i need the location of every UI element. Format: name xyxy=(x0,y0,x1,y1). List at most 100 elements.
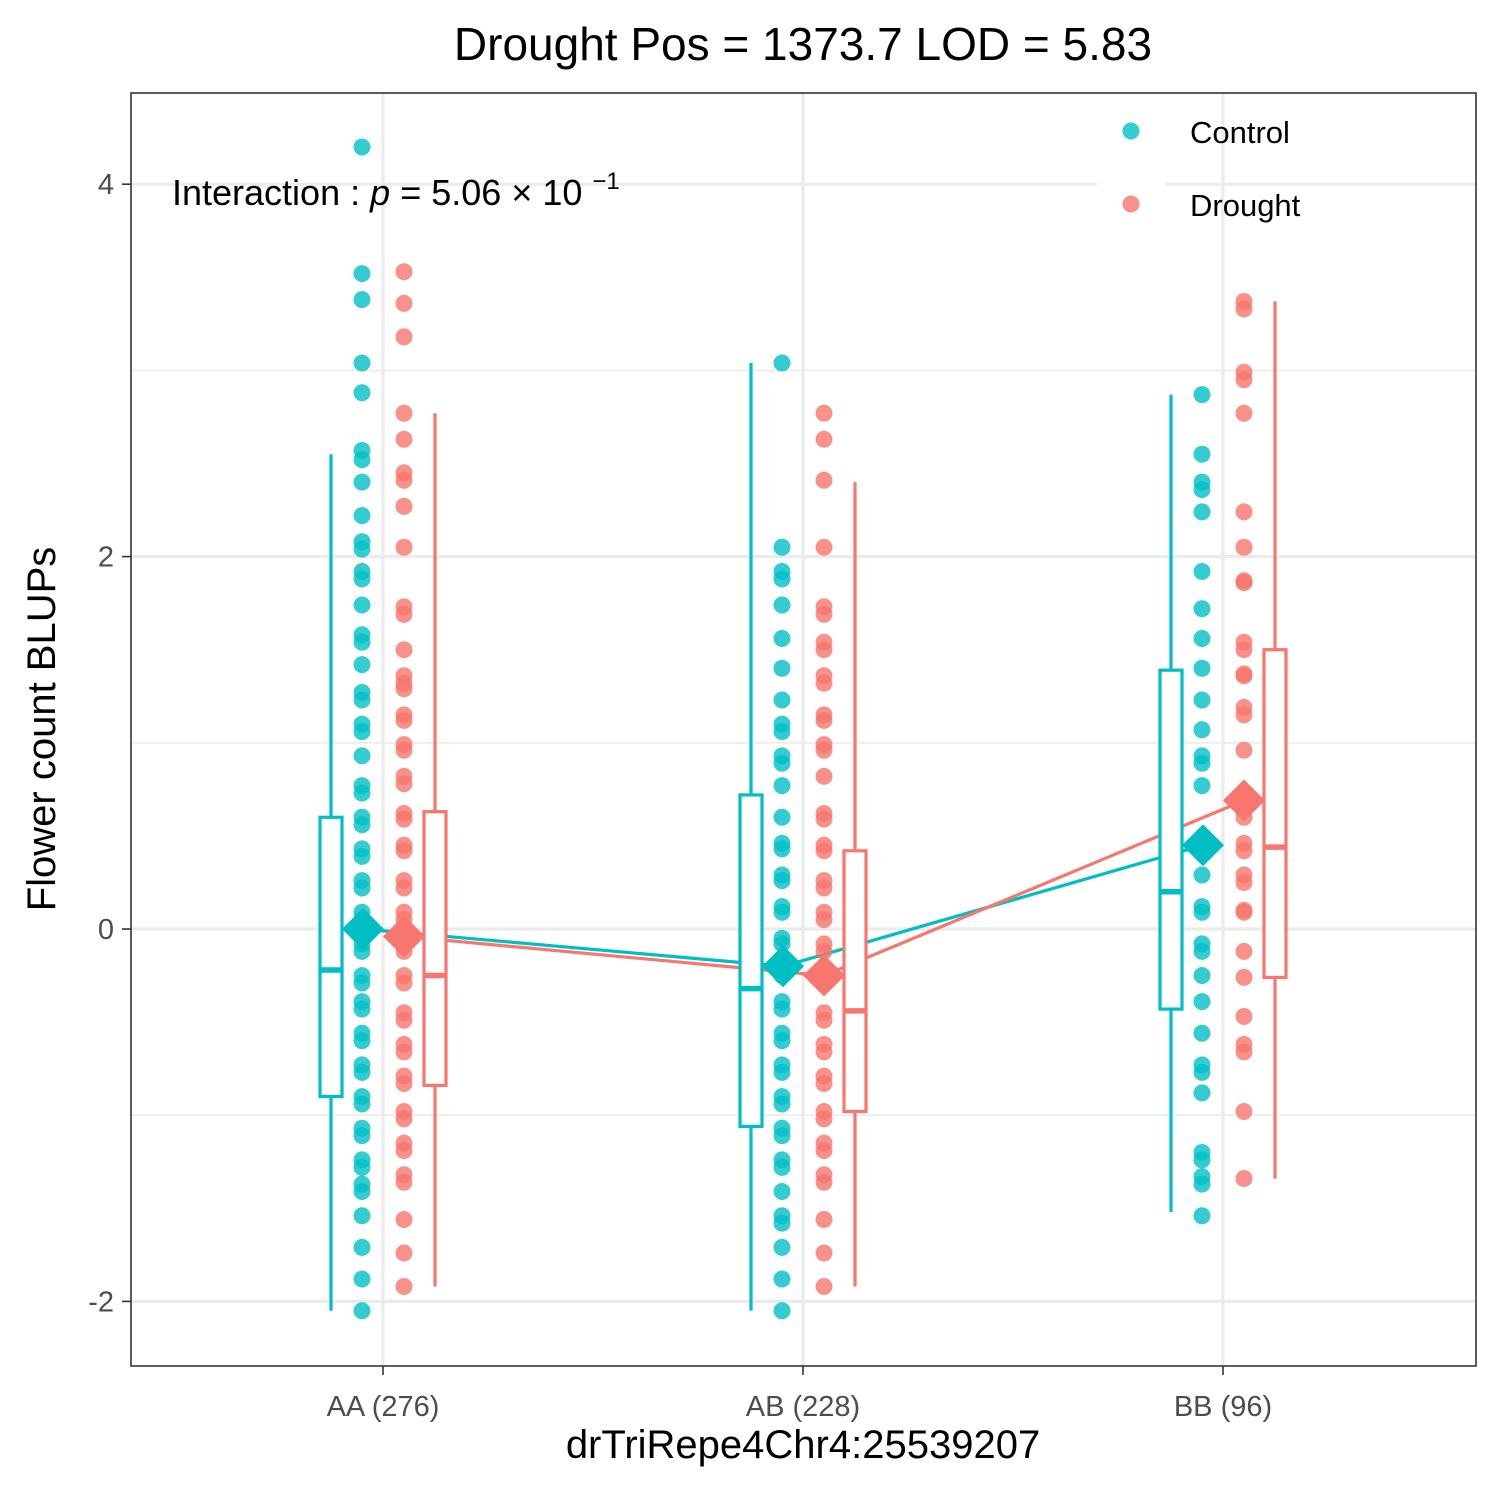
control-data-point xyxy=(353,784,371,802)
p-symbol: p xyxy=(369,172,390,213)
control-data-point xyxy=(1193,721,1211,739)
drought-data-point xyxy=(1235,538,1253,556)
p-base: 10 xyxy=(542,172,582,213)
drought-data-point xyxy=(395,741,413,759)
control-data-point xyxy=(353,265,371,283)
drought-data-point xyxy=(395,538,413,556)
control-data-point xyxy=(353,1183,371,1201)
drought-data-point xyxy=(815,1110,833,1128)
control-data-point xyxy=(773,354,791,372)
equals-symbol: = xyxy=(400,172,431,213)
control-data-point xyxy=(773,1238,791,1256)
control-data-point xyxy=(773,1095,791,1113)
control-box xyxy=(318,815,344,1099)
legend: Control Drought xyxy=(1097,106,1301,223)
control-data-point xyxy=(353,747,371,765)
svg-text:Interaction : p: Interaction : p = 5.06 × 10 −1 xyxy=(172,168,620,213)
drought-data-point xyxy=(815,605,833,623)
control-data-point xyxy=(773,808,791,826)
drought-data-point xyxy=(395,974,413,992)
p-exponent: −1 xyxy=(592,168,619,195)
control-data-point xyxy=(773,903,791,921)
drought-data-point xyxy=(395,1043,413,1061)
drought-mean-diamond xyxy=(1223,779,1265,822)
drought-data-point xyxy=(395,680,413,698)
drought-data-point xyxy=(1235,706,1253,724)
control-data-point xyxy=(1193,1084,1211,1102)
control-data-point xyxy=(353,974,371,992)
control-data-point xyxy=(353,1207,371,1225)
control-data-point xyxy=(773,1063,791,1081)
chart-title: Drought Pos = 1373.7 LOD = 5.83 xyxy=(454,18,1152,70)
control-data-point xyxy=(1193,630,1211,648)
control-data-point xyxy=(773,1158,791,1176)
drought-data-point xyxy=(395,404,413,422)
legend-background xyxy=(1097,106,1165,188)
drought-data-point xyxy=(1235,873,1253,891)
control-box xyxy=(738,793,764,1128)
control-mean-diamond xyxy=(1182,824,1224,867)
drought-data-point xyxy=(395,1278,413,1296)
drought-data-point xyxy=(815,911,833,929)
drought-data-point xyxy=(395,775,413,793)
control-data-point xyxy=(773,659,791,677)
control-data-point xyxy=(353,816,371,834)
drought-data-point xyxy=(815,767,833,785)
control-mean-diamond xyxy=(342,908,384,950)
control-data-point xyxy=(1193,481,1211,499)
drought-data-point xyxy=(1235,942,1253,960)
drought-data-point xyxy=(1235,741,1253,759)
control-data-point xyxy=(1193,691,1211,709)
x-tick-label: AB (228) xyxy=(746,1391,860,1423)
drought-data-point xyxy=(395,1075,413,1093)
drought-data-point xyxy=(815,641,833,659)
drought-data-point xyxy=(1235,371,1253,389)
drought-box xyxy=(842,849,868,1114)
control-data-point xyxy=(773,1270,791,1288)
drought-data-point xyxy=(395,471,413,489)
control-box xyxy=(1158,668,1184,1011)
control-data-point xyxy=(773,872,791,890)
x-tick-label: AA (276) xyxy=(327,1391,440,1423)
interaction-colon: : xyxy=(350,172,370,213)
drought-data-point xyxy=(815,471,833,489)
drought-data-point xyxy=(815,538,833,556)
control-data-point xyxy=(1193,503,1211,521)
drought-box xyxy=(1262,648,1288,980)
x-tick-label: BB (96) xyxy=(1174,1391,1272,1423)
drought-data-point xyxy=(815,1210,833,1228)
drought-data-point xyxy=(815,711,833,729)
control-data-point xyxy=(353,723,371,741)
control-data-point xyxy=(353,1270,371,1288)
control-data-point xyxy=(1193,754,1211,772)
drought-data-point xyxy=(815,942,833,960)
control-data-point xyxy=(353,633,371,651)
drought-data-point xyxy=(395,1110,413,1128)
control-data-point xyxy=(353,507,371,525)
drought-data-point xyxy=(395,711,413,729)
control-data-point xyxy=(353,291,371,309)
y-tick-label: -2 xyxy=(88,1286,114,1318)
control-data-point xyxy=(353,451,371,469)
drought-data-point xyxy=(1235,842,1253,860)
p-mantissa: 5.06 xyxy=(431,172,501,213)
interaction-annotation: Interaction : p = 5.06 × 10 −1 xyxy=(172,168,620,213)
control-data-point xyxy=(1193,777,1211,795)
drought-data-point xyxy=(1235,1170,1253,1188)
control-data-point xyxy=(353,1238,371,1256)
drought-data-point xyxy=(1235,300,1253,318)
control-data-point xyxy=(773,691,791,709)
box-layer xyxy=(318,301,1288,1311)
drought-data-point xyxy=(395,842,413,860)
drought-data-point xyxy=(815,741,833,759)
drought-data-point xyxy=(815,430,833,448)
drought-box xyxy=(422,810,448,1088)
drought-data-point xyxy=(395,810,413,828)
drought-data-point xyxy=(1235,404,1253,422)
drought-data-point xyxy=(395,430,413,448)
control-data-point xyxy=(773,754,791,772)
drought-data-point xyxy=(815,1043,833,1061)
drought-mean-diamond xyxy=(383,915,425,958)
drought-data-point xyxy=(1235,903,1253,921)
control-data-point xyxy=(353,384,371,402)
